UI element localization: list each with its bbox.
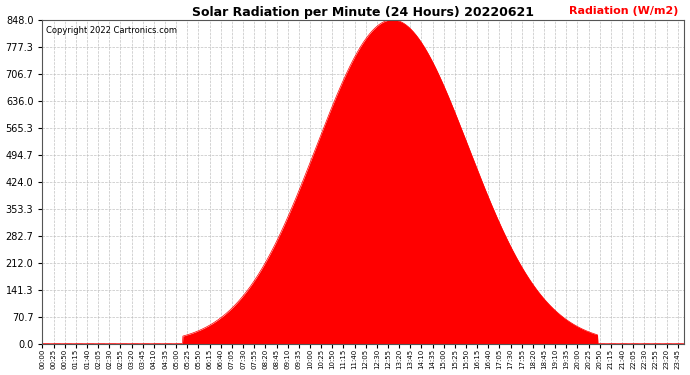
Text: Copyright 2022 Cartronics.com: Copyright 2022 Cartronics.com [46, 26, 177, 35]
Text: Radiation (W/m2): Radiation (W/m2) [569, 6, 678, 16]
Title: Solar Radiation per Minute (24 Hours) 20220621: Solar Radiation per Minute (24 Hours) 20… [193, 6, 535, 18]
